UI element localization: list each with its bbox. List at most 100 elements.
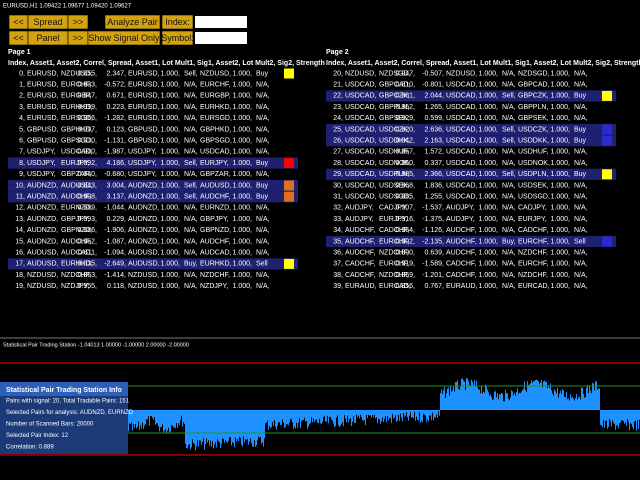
indicator-label: Statistical Pair Trading Station -1.0401… xyxy=(3,342,189,348)
table-cell: 2.636, xyxy=(425,126,445,133)
table-cell: 0.842, xyxy=(396,138,416,145)
table-cell: AUDNZD, xyxy=(27,182,58,189)
table-cell: 0.118, xyxy=(107,283,126,290)
table-cell: 0.835, xyxy=(78,261,98,268)
button-label[interactable]: Show Signal Only xyxy=(88,33,160,43)
table-cell: 1.000, xyxy=(479,272,499,279)
table-cell: AUDJPY, xyxy=(446,205,475,212)
table-cell: USDCAD, xyxy=(446,171,478,178)
button-label[interactable]: >> xyxy=(73,33,84,43)
table-cell: AUDNZD, xyxy=(27,194,58,201)
table-cell: 0.639, xyxy=(425,250,445,257)
button-label[interactable]: << xyxy=(13,33,24,43)
strength-indicator xyxy=(602,237,612,247)
table-cell: 0.947, xyxy=(396,70,416,77)
table-cell: 0.881, xyxy=(396,93,416,100)
table-cell: AUDNZD, xyxy=(128,238,159,245)
table-cell: 0.857, xyxy=(396,149,416,156)
table-cell: 1.000, xyxy=(161,138,181,145)
table-cell: 1.000, xyxy=(551,205,571,212)
table-cell: USDJPY, xyxy=(27,149,56,156)
table-cell: 0.930, xyxy=(78,138,98,145)
table-cell: 1.000, xyxy=(551,138,571,145)
info-title: Statistical Pair Trading Station Info xyxy=(6,387,122,394)
table-cell: 1.000, xyxy=(479,205,499,212)
table-cell: EURHKD, xyxy=(200,104,232,111)
table-cell: EURHKD, xyxy=(200,261,232,268)
table-cell: 1.000, xyxy=(233,171,253,178)
table-cell: GBPHKD, xyxy=(200,126,232,133)
table-cell: EURUSD, xyxy=(128,93,160,100)
table-cell: N/A, xyxy=(184,149,198,156)
table-cell: 18, xyxy=(15,272,25,279)
table-cell: GBPSEK, xyxy=(518,115,549,122)
table-cell: 25, xyxy=(333,126,343,133)
input-field[interactable] xyxy=(195,32,247,44)
table-cell: 1.000, xyxy=(233,138,253,145)
table-cell: USDHUF, xyxy=(518,149,548,156)
table-cell: 1.000, xyxy=(161,283,181,290)
table-cell: 1.000, xyxy=(233,115,253,122)
table-cell: USDCAD, xyxy=(446,160,478,167)
table-cell: N/A, xyxy=(502,149,516,156)
button-label[interactable]: Panel xyxy=(36,33,59,43)
table-cell: 1.000, xyxy=(479,283,499,290)
table-cell: 1.000, xyxy=(161,250,181,257)
table-cell: 0.955, xyxy=(78,283,98,290)
table-cell: 1.000, xyxy=(161,149,181,156)
table-cell: 0.964, xyxy=(396,227,416,234)
table-cell: 0.869, xyxy=(396,272,416,279)
table-cell: Sell xyxy=(256,261,268,268)
table-cell: 23, xyxy=(333,104,343,111)
table-cell: N/A, xyxy=(256,93,270,100)
table-cell: N/A, xyxy=(574,82,588,89)
table-cell: 13, xyxy=(15,216,25,223)
table-cell: 1.000, xyxy=(551,70,571,77)
info-line: Number of Scanned Bars: 20000 xyxy=(6,422,94,428)
table-cell: -1.201, xyxy=(422,272,444,279)
table-cell: 1.000, xyxy=(233,227,253,234)
table-cell: Buy xyxy=(256,194,269,201)
table-cell: 0.599, xyxy=(425,115,445,122)
table-cell: N/A, xyxy=(574,70,588,77)
button-label[interactable]: Analyze Pair xyxy=(107,17,158,27)
table-cell: 0.999, xyxy=(78,104,98,111)
table-cell: EURUSD, xyxy=(27,104,59,111)
table-cell: -1.589, xyxy=(422,261,444,268)
table-cell: N/A, xyxy=(502,194,516,201)
table-cell: 2.044, xyxy=(425,93,445,100)
input-field[interactable] xyxy=(195,16,247,28)
table-cell: 1.000, xyxy=(233,272,253,279)
table-cell: 0.889, xyxy=(78,205,98,212)
table-cell: N/A, xyxy=(256,272,270,279)
table-cell: N/A, xyxy=(256,216,270,223)
table-cell: 0.952, xyxy=(78,238,98,245)
table-cell: 1.000, xyxy=(233,182,253,189)
table-cell: USDCAD, xyxy=(446,138,478,145)
table-cell: N/A, xyxy=(574,261,588,268)
table-cell: N/A, xyxy=(256,238,270,245)
button-label[interactable]: << xyxy=(13,17,24,27)
table-cell: N/A, xyxy=(502,272,516,279)
table-cell: 8, xyxy=(19,160,25,167)
table-cell: NZDUSD, xyxy=(446,70,477,77)
table-cell: N/A, xyxy=(502,82,516,89)
table-cell: N/A, xyxy=(574,104,588,111)
table-cell: EURAUD, xyxy=(345,283,377,290)
info-line: Correlation: 0.889 xyxy=(6,445,54,451)
button-label[interactable]: Spread xyxy=(33,17,62,27)
table-cell: 1.000, xyxy=(479,227,499,234)
table-cell: 10, xyxy=(15,182,25,189)
table-cell: 1.000, xyxy=(233,82,253,89)
table-cell: AUDCHF, xyxy=(345,238,375,245)
table-cell: AUDCHF, xyxy=(345,250,375,257)
table-cell: 27, xyxy=(333,149,343,156)
table-cell: EURUSD, xyxy=(27,93,59,100)
table-cell: N/A, xyxy=(184,283,198,290)
table-cell: 1.000, xyxy=(161,115,181,122)
table-cell: Buy xyxy=(256,70,269,77)
table-cell: Buy xyxy=(574,126,587,133)
table-cell: 1.000, xyxy=(551,171,571,178)
table-cell: 0.900, xyxy=(78,149,98,156)
button-label[interactable]: >> xyxy=(73,17,84,27)
